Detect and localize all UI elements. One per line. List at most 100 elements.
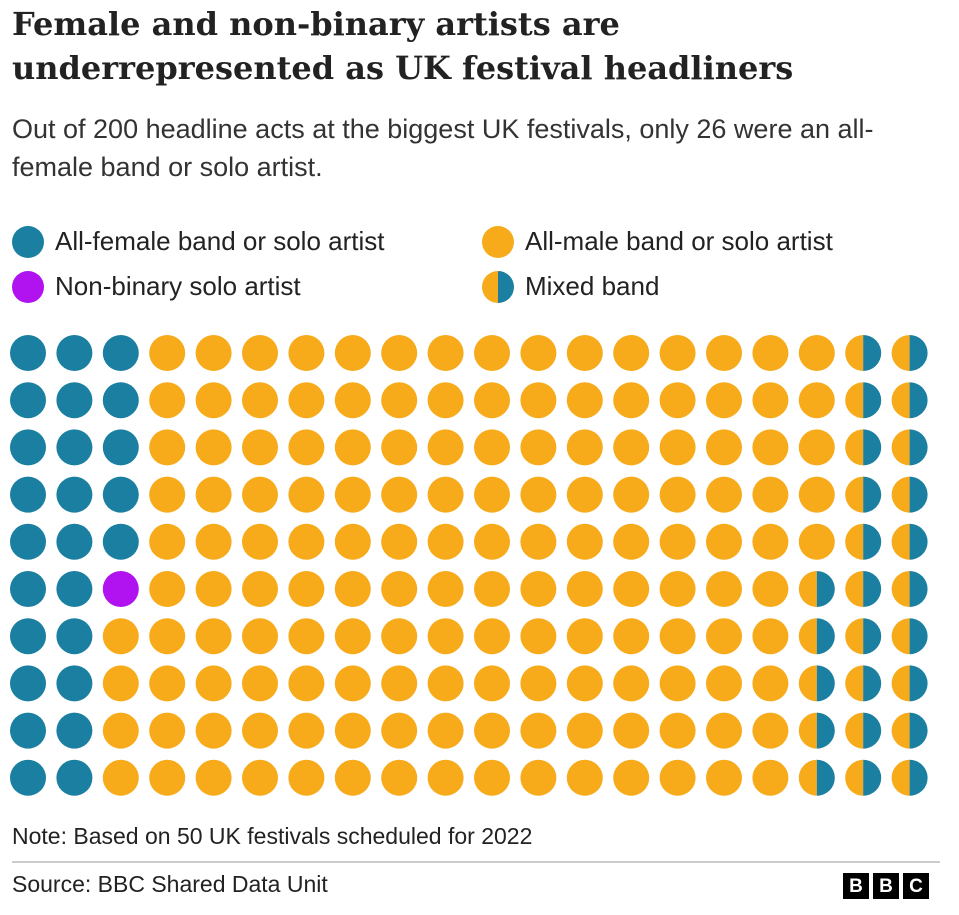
dot bbox=[752, 476, 789, 513]
waffle-dot bbox=[659, 476, 696, 513]
dot bbox=[12, 271, 44, 303]
dot bbox=[520, 476, 557, 513]
waffle-dot bbox=[56, 618, 93, 655]
dot bbox=[566, 665, 603, 702]
waffle-dot bbox=[149, 382, 186, 419]
dot-half bbox=[816, 712, 835, 749]
dot-half bbox=[816, 665, 835, 702]
waffle-dot bbox=[56, 382, 93, 419]
waffle-dot bbox=[242, 523, 278, 560]
waffle-dot bbox=[288, 571, 325, 607]
dot bbox=[334, 429, 371, 466]
waffle-dot bbox=[381, 759, 418, 796]
dot bbox=[56, 335, 93, 371]
dot-half bbox=[845, 665, 864, 702]
dot bbox=[288, 712, 325, 749]
dot-half bbox=[498, 271, 514, 303]
waffle-dot bbox=[474, 618, 510, 655]
dot bbox=[520, 571, 557, 607]
dot bbox=[566, 712, 603, 749]
waffle-dot bbox=[102, 759, 139, 796]
waffle-dot bbox=[288, 759, 325, 796]
dot bbox=[566, 618, 603, 655]
dot bbox=[659, 759, 696, 796]
waffle-dot bbox=[334, 712, 371, 749]
dot-half bbox=[891, 523, 910, 560]
waffle-dot bbox=[520, 571, 557, 607]
dot bbox=[242, 429, 278, 466]
legend-swatch bbox=[12, 226, 44, 258]
waffle-dot bbox=[566, 759, 603, 796]
waffle-dot bbox=[798, 759, 835, 796]
waffle-dot bbox=[752, 759, 789, 796]
waffle-dot bbox=[845, 712, 882, 749]
dot bbox=[427, 712, 464, 749]
waffle-dot bbox=[10, 618, 46, 655]
dot bbox=[752, 618, 789, 655]
dot bbox=[149, 759, 186, 796]
waffle-dot bbox=[195, 382, 232, 419]
waffle-dot bbox=[149, 665, 186, 702]
waffle-dot bbox=[659, 571, 696, 607]
dot bbox=[56, 759, 93, 796]
dot bbox=[706, 429, 742, 466]
dot bbox=[195, 665, 232, 702]
waffle-dot bbox=[334, 618, 371, 655]
waffle-dot bbox=[195, 571, 232, 607]
dot bbox=[706, 476, 742, 513]
waffle-dot bbox=[659, 665, 696, 702]
dot bbox=[566, 382, 603, 419]
waffle-dot bbox=[242, 429, 278, 466]
dot bbox=[288, 665, 325, 702]
dot bbox=[56, 382, 93, 419]
legend-swatch bbox=[482, 271, 514, 303]
logo-box bbox=[903, 873, 929, 899]
waffle-dot bbox=[706, 523, 742, 560]
waffle-dot bbox=[845, 429, 882, 466]
dot bbox=[798, 476, 835, 513]
waffle-dot bbox=[891, 665, 928, 702]
waffle-dot bbox=[334, 429, 371, 466]
dot bbox=[381, 335, 418, 371]
waffle-dot bbox=[566, 476, 603, 513]
dot-half bbox=[891, 618, 910, 655]
waffle-dot bbox=[798, 571, 835, 607]
waffle-dot bbox=[706, 335, 742, 371]
waffle-dot bbox=[845, 523, 882, 560]
waffle-dot bbox=[149, 476, 186, 513]
legend-label: Non-binary solo artist bbox=[55, 271, 301, 301]
dot bbox=[474, 523, 510, 560]
dot-half bbox=[891, 665, 910, 702]
dot bbox=[474, 759, 510, 796]
dot bbox=[334, 618, 371, 655]
dot bbox=[56, 665, 93, 702]
dot bbox=[706, 665, 742, 702]
waffle-dot bbox=[798, 476, 835, 513]
dot bbox=[706, 618, 742, 655]
logo-box bbox=[873, 873, 899, 899]
waffle-dot bbox=[520, 429, 557, 466]
waffle-dot bbox=[891, 523, 928, 560]
waffle-dot bbox=[288, 429, 325, 466]
waffle-dot bbox=[102, 665, 139, 702]
dot bbox=[334, 335, 371, 371]
dot bbox=[102, 335, 139, 371]
dot bbox=[381, 476, 418, 513]
dot-half bbox=[909, 618, 928, 655]
dot bbox=[613, 523, 650, 560]
dot bbox=[195, 523, 232, 560]
waffle-dot bbox=[706, 476, 742, 513]
dot bbox=[102, 382, 139, 419]
waffle-dot bbox=[149, 571, 186, 607]
dot bbox=[474, 382, 510, 419]
waffle-dot bbox=[195, 712, 232, 749]
dot-half bbox=[891, 429, 910, 466]
dot bbox=[288, 618, 325, 655]
waffle-dot bbox=[288, 382, 325, 419]
dot bbox=[474, 712, 510, 749]
waffle-dot bbox=[706, 429, 742, 466]
dot bbox=[10, 523, 46, 560]
dot-half bbox=[909, 429, 928, 466]
waffle-dot bbox=[845, 759, 882, 796]
legend-swatch bbox=[482, 226, 514, 258]
